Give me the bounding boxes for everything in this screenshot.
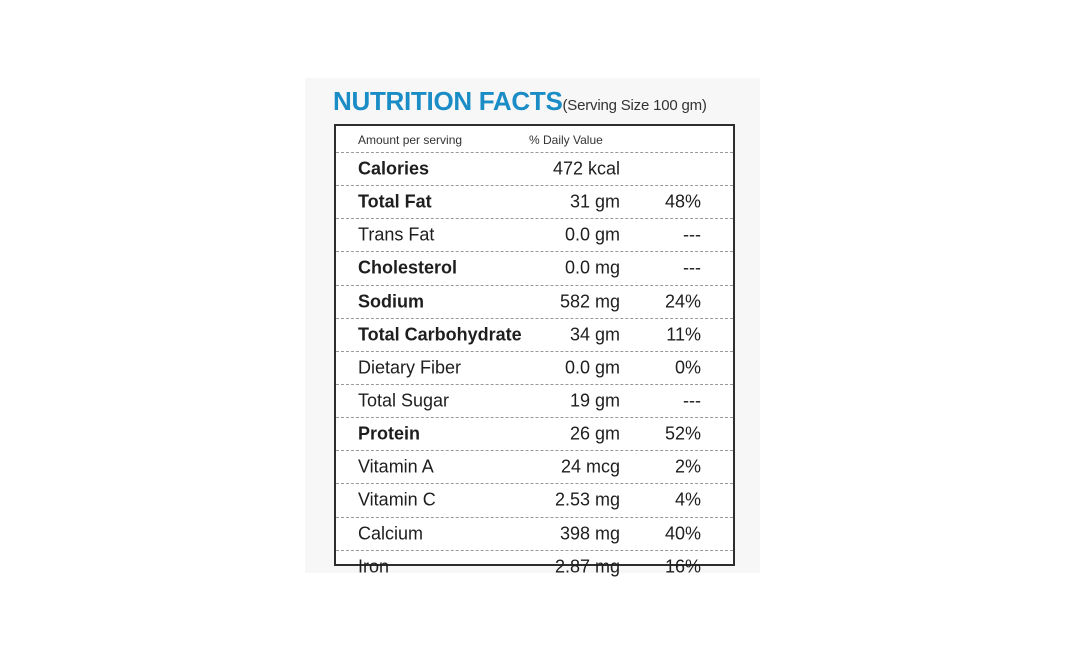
nutrient-name: Vitamin C xyxy=(358,489,436,510)
nutrient-amount: 24 mcg xyxy=(560,456,620,477)
nutrient-amount: 472 kcal xyxy=(552,158,620,179)
nutrition-title: NUTRITION FACTS xyxy=(333,86,563,116)
nutrient-amount: 0.0 gm xyxy=(564,357,620,378)
nutrient-row: Vitamin C 2.53 mg 4% xyxy=(336,484,733,518)
nutrient-amount: 2.87 mg xyxy=(554,556,620,577)
daily-value-header: % Daily Value xyxy=(529,133,603,147)
nutrient-row: Calcium 398 mg 40% xyxy=(336,518,733,551)
nutrient-daily-value: --- xyxy=(683,257,701,278)
nutrient-daily-value: 48% xyxy=(664,191,701,212)
nutrient-amount: 398 mg xyxy=(559,523,620,544)
nutrient-row: Iron 2.87 mg 16% xyxy=(336,551,733,583)
nutrient-row: Total Carbohydrate 34 gm 11% xyxy=(336,319,733,352)
nutrient-name: Cholesterol xyxy=(358,257,458,278)
nutrient-row: Vitamin A 24 mcg 2% xyxy=(336,451,733,485)
nutrient-daily-value: 2% xyxy=(674,456,701,477)
nutrient-daily-value: 11% xyxy=(666,324,701,345)
nutrient-name: Dietary Fiber xyxy=(358,357,462,378)
nutrient-daily-value: --- xyxy=(683,390,701,411)
nutrient-name: Protein xyxy=(358,423,421,444)
nutrient-row: Dietary Fiber 0.0 gm 0% xyxy=(336,352,733,385)
nutrition-heading: NUTRITION FACTS(Serving Size 100 gm) xyxy=(333,86,707,117)
table-header-row: Amount per serving % Daily Value xyxy=(336,126,733,153)
nutrient-row: Calories 472 kcal xyxy=(336,153,733,187)
amount-per-serving-header: Amount per serving xyxy=(358,133,463,147)
nutrient-row: Protein 26 gm 52% xyxy=(336,418,733,452)
nutrient-amount: 26 gm xyxy=(569,423,620,444)
nutrient-name: Iron xyxy=(358,556,390,577)
nutrient-daily-value: 52% xyxy=(664,423,701,444)
nutrient-daily-value: 4% xyxy=(674,489,701,510)
nutrient-daily-value: --- xyxy=(683,224,701,245)
nutrient-daily-value: 40% xyxy=(664,523,701,544)
nutrient-daily-value: 0% xyxy=(674,357,701,378)
nutrient-name: Calories xyxy=(358,158,430,179)
nutrient-row: Total Fat 31 gm 48% xyxy=(336,186,733,220)
nutrient-name: Total Fat xyxy=(358,191,432,212)
nutrient-row: Sodium 582 mg 24% xyxy=(336,286,733,319)
nutrient-amount: 0.0 mg xyxy=(564,257,620,278)
nutrient-name: Trans Fat xyxy=(358,224,435,245)
nutrition-table: Amount per serving % Daily Value Calorie… xyxy=(334,124,735,576)
nutrient-daily-value: 24% xyxy=(664,291,701,312)
nutrient-name: Vitamin A xyxy=(358,456,434,477)
nutrient-name: Total Carbohydrate xyxy=(358,324,522,345)
nutrient-amount: 31 gm xyxy=(569,191,620,212)
serving-size: (Serving Size 100 gm) xyxy=(562,97,707,114)
nutrient-amount: 34 gm xyxy=(569,324,620,345)
nutrient-amount: 19 gm xyxy=(569,390,620,411)
nutrient-name: Total Sugar xyxy=(358,390,450,411)
nutrient-name: Sodium xyxy=(358,291,424,312)
nutrient-rows: Calories 472 kcal Total Fat 31 gm 48% Trans F… xyxy=(336,153,733,583)
nutrient-amount: 582 mg xyxy=(559,291,620,312)
nutrient-amount: 2.53 mg xyxy=(554,489,620,510)
nutrient-row: Trans Fat 0.0 gm --- xyxy=(336,219,733,253)
nutrient-name: Calcium xyxy=(358,523,424,544)
nutrient-row: Cholesterol 0.0 mg --- xyxy=(336,252,733,286)
nutrient-daily-value: 16% xyxy=(664,556,701,577)
nutrient-row: Total Sugar 19 gm --- xyxy=(336,385,733,419)
nutrient-amount: 0.0 gm xyxy=(564,224,620,245)
